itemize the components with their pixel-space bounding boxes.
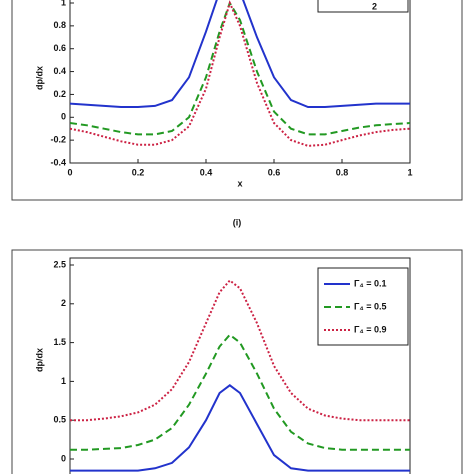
y-tick-label: 0.4 bbox=[53, 66, 66, 76]
legend-label: Γ₄ = 0.1 bbox=[354, 278, 386, 288]
x-tick-label: 0.6 bbox=[268, 167, 281, 177]
x-tick-label: 0.4 bbox=[200, 167, 213, 177]
legend-label: Γ₄ = 0.9 bbox=[354, 324, 386, 334]
y-tick-label: 0.6 bbox=[53, 43, 66, 53]
plot-area bbox=[70, 0, 410, 147]
legend-box bbox=[317, 267, 409, 346]
caption: (i) bbox=[233, 217, 242, 227]
x-tick-label: 0.8 bbox=[336, 167, 349, 177]
x-axis-label: x bbox=[237, 178, 242, 188]
series-line bbox=[70, 384, 410, 472]
panel-border bbox=[11, 249, 463, 474]
x-tick-label: 1 bbox=[407, 167, 412, 177]
y-tick-label: 0 bbox=[61, 453, 66, 463]
legend-label: Γ₄ = 0.5 bbox=[354, 301, 386, 311]
legend-box bbox=[317, 0, 409, 13]
series-line bbox=[70, 0, 410, 108]
y-tick-label: -0.4 bbox=[50, 157, 66, 167]
panel-border bbox=[11, 0, 463, 201]
y-tick-label: -0.2 bbox=[50, 135, 66, 145]
y-tick-label: 1 bbox=[61, 0, 66, 7]
plot-area bbox=[70, 279, 410, 472]
y-axis-label: dp/dx bbox=[34, 348, 44, 372]
y-tick-label: 1.5 bbox=[53, 337, 66, 347]
series-line bbox=[70, 0, 410, 136]
x-tick-label: 0 bbox=[67, 167, 72, 177]
series-line bbox=[70, 0, 410, 147]
y-tick-label: 0.8 bbox=[53, 20, 66, 30]
x-tick-label: 0.2 bbox=[132, 167, 145, 177]
y-tick-label: 0.5 bbox=[53, 415, 66, 425]
plot-frame bbox=[69, 257, 411, 474]
plot-frame bbox=[69, 0, 411, 164]
legend-text: 2 bbox=[372, 1, 377, 11]
y-tick-label: 0 bbox=[61, 112, 66, 122]
series-line bbox=[70, 333, 410, 451]
y-axis-label: dp/dx bbox=[34, 66, 44, 90]
y-tick-label: 0.2 bbox=[53, 89, 66, 99]
y-tick-label: 2 bbox=[61, 298, 66, 308]
y-tick-label: 2.5 bbox=[53, 259, 66, 269]
series-line bbox=[70, 279, 410, 422]
y-tick-label: 1 bbox=[61, 376, 66, 386]
